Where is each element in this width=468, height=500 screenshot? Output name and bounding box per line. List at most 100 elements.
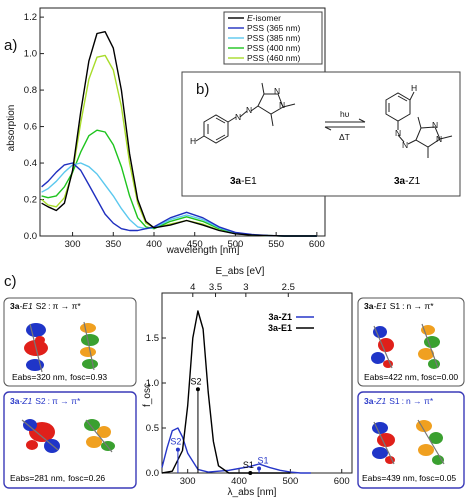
n-atom-8: N (436, 134, 442, 144)
y-tick-label: 1.2 (24, 12, 37, 23)
orbital-image-virtual (84, 419, 115, 453)
orbital-image-virtual (418, 323, 440, 369)
orbital-card-z1-s2: 3a-Z1 S2: π → π* Eabs=281 nm, fosc=0.26 (3, 391, 137, 489)
orbital-card-e1-s2: 3a-E1 S2: π → π* Eabs=320 nm, fosc=0.93 (3, 297, 137, 387)
panel-c-series (161, 310, 311, 474)
y-tick-label: 0.0 (146, 468, 159, 479)
y-tick-label: 1.0 (146, 378, 159, 389)
n-atom-2: N (246, 105, 252, 115)
x-tick-label: 400 (231, 476, 247, 487)
y-tick-label: 0.4 (24, 158, 37, 169)
energy-tick-label: 3.5 (209, 282, 222, 293)
energy-tick-label: 2.5 (282, 282, 295, 293)
transition-point (195, 387, 200, 392)
panel-a-x-ticks: 300 350 400 450 500 550 600 (65, 232, 325, 250)
orbital-card-z1-s1: 3a-Z1 S1: n → π* Eabs=439 nm, fosc=0.05 (357, 391, 465, 489)
legend-entry-e-isomer: E-isomer (228, 13, 281, 23)
x-tick-label: 550 (268, 239, 284, 250)
panel-a-label: a) (4, 37, 17, 54)
fosc-axis-label: f_osc (142, 383, 153, 407)
card-energy: Eabs=320 nm, fosc=0.93 (12, 372, 107, 382)
panel-a-series (41, 31, 317, 237)
panel-c-energy-ticks: 4 3.5 3 2.5 (190, 282, 295, 297)
compound-3a-e1-label: 3a-E1 (230, 176, 257, 187)
legend-entry-3a-z1: 3a-Z1 (268, 312, 314, 322)
transition-point (257, 466, 262, 471)
svg-text:PSS (385 nm): PSS (385 nm) (247, 33, 301, 43)
panel-c-label: c) (4, 273, 17, 290)
n-atom-4: N (279, 100, 285, 110)
card-energy: Eabs=422 nm, fosc=0.00 (364, 372, 458, 382)
series-line-3a-z1 (161, 427, 311, 474)
n-atom-7: N (432, 120, 438, 130)
absorption-axis-label: absorption (6, 105, 17, 152)
panel-a-legend (223, 11, 323, 65)
energy-tick-label: 3 (243, 282, 248, 293)
photo-label: hυ (340, 109, 350, 119)
n-atom-1: N (235, 112, 241, 122)
y-tick-label: 0.5 (146, 423, 159, 434)
panel-c-transition-sticks: S2 S2 S1 S1 (170, 376, 269, 475)
card-energy: Eabs=439 nm, fosc=0.05 (362, 473, 456, 483)
thermal-label: ΔT (339, 132, 350, 142)
panel-b-scheme: b) H N N N N 3a-E1 hυ ΔT (181, 71, 461, 197)
x-tick-label: 300 (65, 239, 81, 250)
panel-a: a) absorption wavelength [nm] 0.00.20.40… (4, 7, 326, 256)
orbital-image-occupied (371, 325, 394, 369)
panel-a-y-ticks: 0.0 0.2 0.4 0.6 0.8 1.0 1.2 (24, 12, 44, 242)
molecule-e-structure (195, 82, 296, 144)
n-atom-6: N (402, 140, 408, 150)
panel-c: c) E_abs [eV] f_osc λ_abs [nm] 0.0 0.5 1.0… (3, 266, 465, 498)
svg-text:PSS (365 nm): PSS (365 nm) (247, 23, 301, 33)
h-atom-right: H (411, 83, 417, 93)
card-title: 3a-E1 S1: n → π* (364, 301, 434, 311)
transition-label: S1 (258, 456, 269, 466)
x-tick-label: 600 (334, 476, 350, 487)
legend-entry-pss-400: PSS (400 nm) (228, 43, 301, 53)
n-atom-5: N (395, 128, 401, 138)
x-tick-label: 600 (309, 239, 325, 250)
y-tick-label: 1.5 (146, 333, 159, 344)
legend-entry-pss-460: PSS (460 nm) (228, 53, 301, 63)
card-energy: Eabs=281 nm, fosc=0.26 (10, 473, 105, 483)
svg-text:E-isomer: E-isomer (247, 13, 281, 23)
svg-text:PSS (400 nm): PSS (400 nm) (247, 43, 301, 53)
transition-label: S1 (243, 460, 254, 470)
transition-label: S2 (190, 376, 201, 386)
x-tick-label: 300 (180, 476, 196, 487)
series-line-3a-e1 (161, 310, 291, 474)
card-title: 3a-Z1 S2: π → π* (10, 396, 81, 406)
n-atom-3: N (274, 86, 280, 96)
transition-point (175, 447, 180, 452)
y-tick-label: 1.0 (24, 49, 37, 60)
energy-axis-label: E_abs [eV] (216, 266, 265, 277)
x-tick-label: 350 (105, 239, 121, 250)
svg-text:3a-E1: 3a-E1 (268, 323, 292, 333)
x-tick-label: 450 (187, 239, 203, 250)
transition-point (248, 471, 253, 475)
compound-3a-z1-label: 3a-Z1 (394, 176, 421, 187)
orbital-image-occupied (21, 419, 60, 453)
orbital-image-virtual (416, 419, 445, 465)
legend-entry-pss-365: PSS (365 nm) (228, 23, 301, 33)
svg-text:PSS (460 nm): PSS (460 nm) (247, 53, 301, 63)
card-title: 3a-Z1 S1: n → π* (364, 396, 434, 406)
legend-entry-pss-385: PSS (385 nm) (228, 33, 301, 43)
transition-label: S2 (170, 437, 181, 447)
panel-b-label: b) (196, 81, 209, 98)
molecule-z-structure (385, 91, 453, 158)
y-tick-label: 0.6 (24, 122, 37, 133)
card-title: 3a-E1 S2: π → π* (10, 301, 81, 311)
series-line-e-isomer (41, 31, 317, 237)
orbital-image-occupied (372, 421, 395, 465)
legend-entry-3a-e1: 3a-E1 (268, 323, 314, 333)
energy-tick-label: 4 (190, 282, 195, 293)
panel-c-x-ticks: 300 400 500 600 (180, 469, 350, 487)
y-tick-label: 0.8 (24, 85, 37, 96)
wavelength-axis-label: wavelength [nm] (166, 245, 240, 256)
equilibrium-arrows (324, 118, 366, 131)
orbital-image-occupied (24, 323, 48, 373)
svg-text:3a-Z1: 3a-Z1 (268, 312, 292, 322)
x-tick-label: 500 (282, 476, 298, 487)
